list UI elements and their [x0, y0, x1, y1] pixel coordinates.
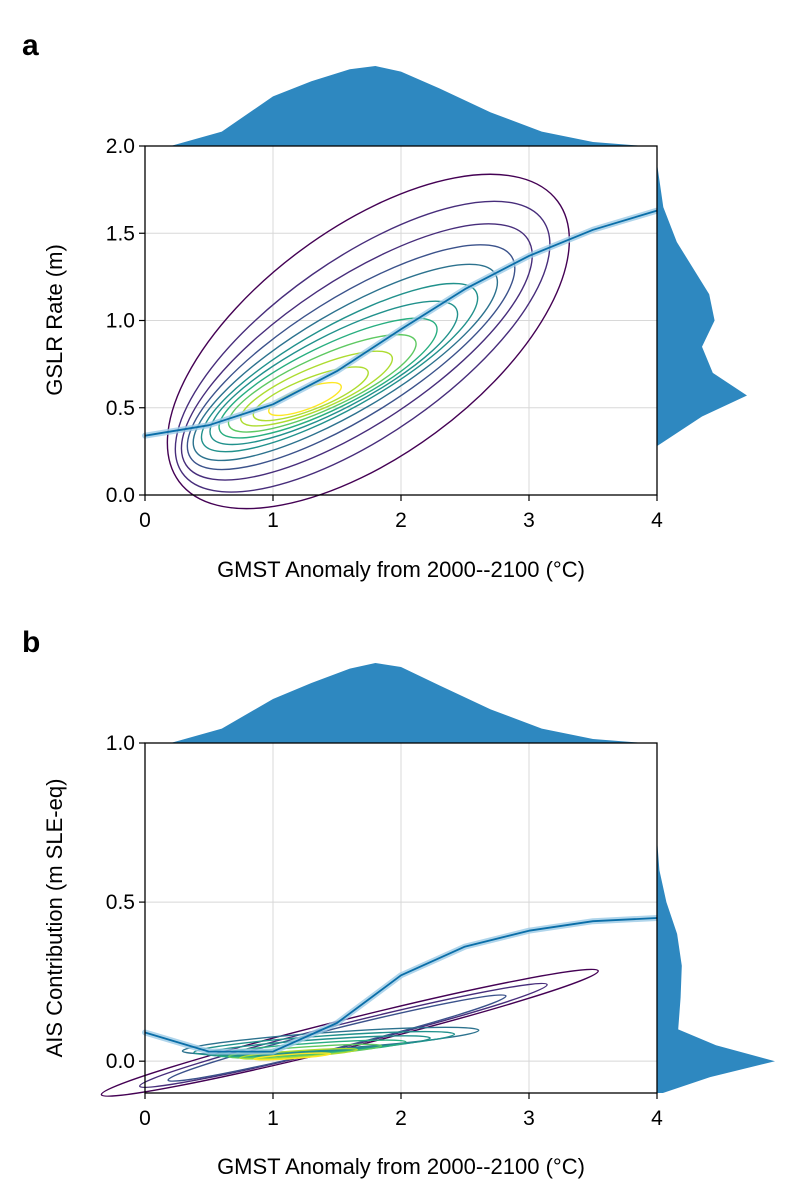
contour-line	[180, 223, 533, 481]
fit-curve	[144, 917, 658, 1053]
y-tick-label: 1.5	[106, 222, 135, 245]
contour-line	[138, 982, 548, 1089]
contour-line	[209, 300, 459, 446]
panel-b: 0 1 2 3 4 0.0 0.5 1.0 GMST Anomaly from 2000--2…	[42, 663, 775, 1179]
contour-line	[193, 1030, 456, 1056]
top-marginal-density	[170, 663, 645, 743]
panel-b-right-marginal	[657, 838, 775, 1093]
x-tick-label: 3	[523, 1107, 535, 1130]
panel-a: 0 1 2 3 4 0.0 0.5 1.0 1.5 2.0 GMST Anomaly from 2…	[42, 66, 747, 582]
contour-line	[100, 968, 599, 1097]
contour-line	[186, 244, 516, 471]
panel-a-grid	[144, 145, 658, 496]
panel-a-fit	[142, 207, 660, 439]
y-tick-label: 1.0	[106, 732, 135, 755]
contour-line	[166, 173, 571, 510]
x-tick-label: 0	[139, 1107, 151, 1130]
panel-b-fit	[142, 915, 660, 1055]
x-tick-label: 4	[651, 509, 663, 532]
right-marginal-density	[657, 163, 747, 447]
contour-line	[174, 200, 551, 493]
panel-a-top-marginal	[170, 66, 645, 146]
x-tick-label: 2	[395, 509, 407, 532]
contour-line	[227, 333, 417, 433]
panel-a-right-marginal	[657, 163, 747, 447]
x-tick-label: 3	[523, 509, 535, 532]
panel-a-xlabel: GMST Anomaly from 2000--2100 (°C)	[217, 557, 585, 582]
panel-a-ylabel: GSLR Rate (m)	[42, 244, 67, 396]
contour-line	[253, 1052, 332, 1061]
x-tick-label: 2	[395, 1107, 407, 1130]
x-tick-label: 1	[267, 509, 279, 532]
panel-b-ylabel: AIS Contribution (m SLE-eq)	[42, 779, 67, 1058]
y-tick-label: 1.0	[106, 310, 135, 333]
panel-b-xlabel: GMST Anomaly from 2000--2100 (°C)	[217, 1154, 585, 1179]
y-tick-label: 0.5	[106, 891, 135, 914]
panel-a-contours	[166, 173, 571, 510]
panel-b-top-marginal	[170, 663, 645, 743]
fit-curve	[144, 209, 658, 437]
right-marginal-density	[657, 838, 775, 1093]
contour-line	[204, 1035, 431, 1057]
panel-b-contours	[100, 968, 599, 1097]
contour-line	[218, 317, 438, 439]
contour-line	[167, 994, 507, 1082]
y-tick-label: 0.0	[106, 484, 135, 507]
contour-line	[239, 1047, 359, 1060]
x-tick-label: 4	[651, 1107, 663, 1130]
panel-b-ticks: 0 1 2 3 4 0.0 0.5 1.0	[106, 732, 663, 1130]
panel-label-a: a	[22, 29, 39, 62]
top-marginal-density	[170, 66, 645, 146]
panel-label-b: b	[22, 626, 40, 659]
y-tick-label: 2.0	[106, 135, 135, 158]
contour-line	[227, 1043, 383, 1059]
contour-line	[239, 350, 394, 427]
y-tick-label: 0.5	[106, 397, 135, 420]
contour-line	[252, 366, 369, 422]
x-tick-label: 1	[267, 1107, 279, 1130]
y-tick-label: 0.0	[106, 1050, 135, 1073]
panel-a-ticks: 0 1 2 3 4 0.0 0.5 1.0 1.5 2.0	[106, 135, 663, 532]
x-tick-label: 0	[139, 509, 151, 532]
contour-line	[200, 282, 479, 453]
